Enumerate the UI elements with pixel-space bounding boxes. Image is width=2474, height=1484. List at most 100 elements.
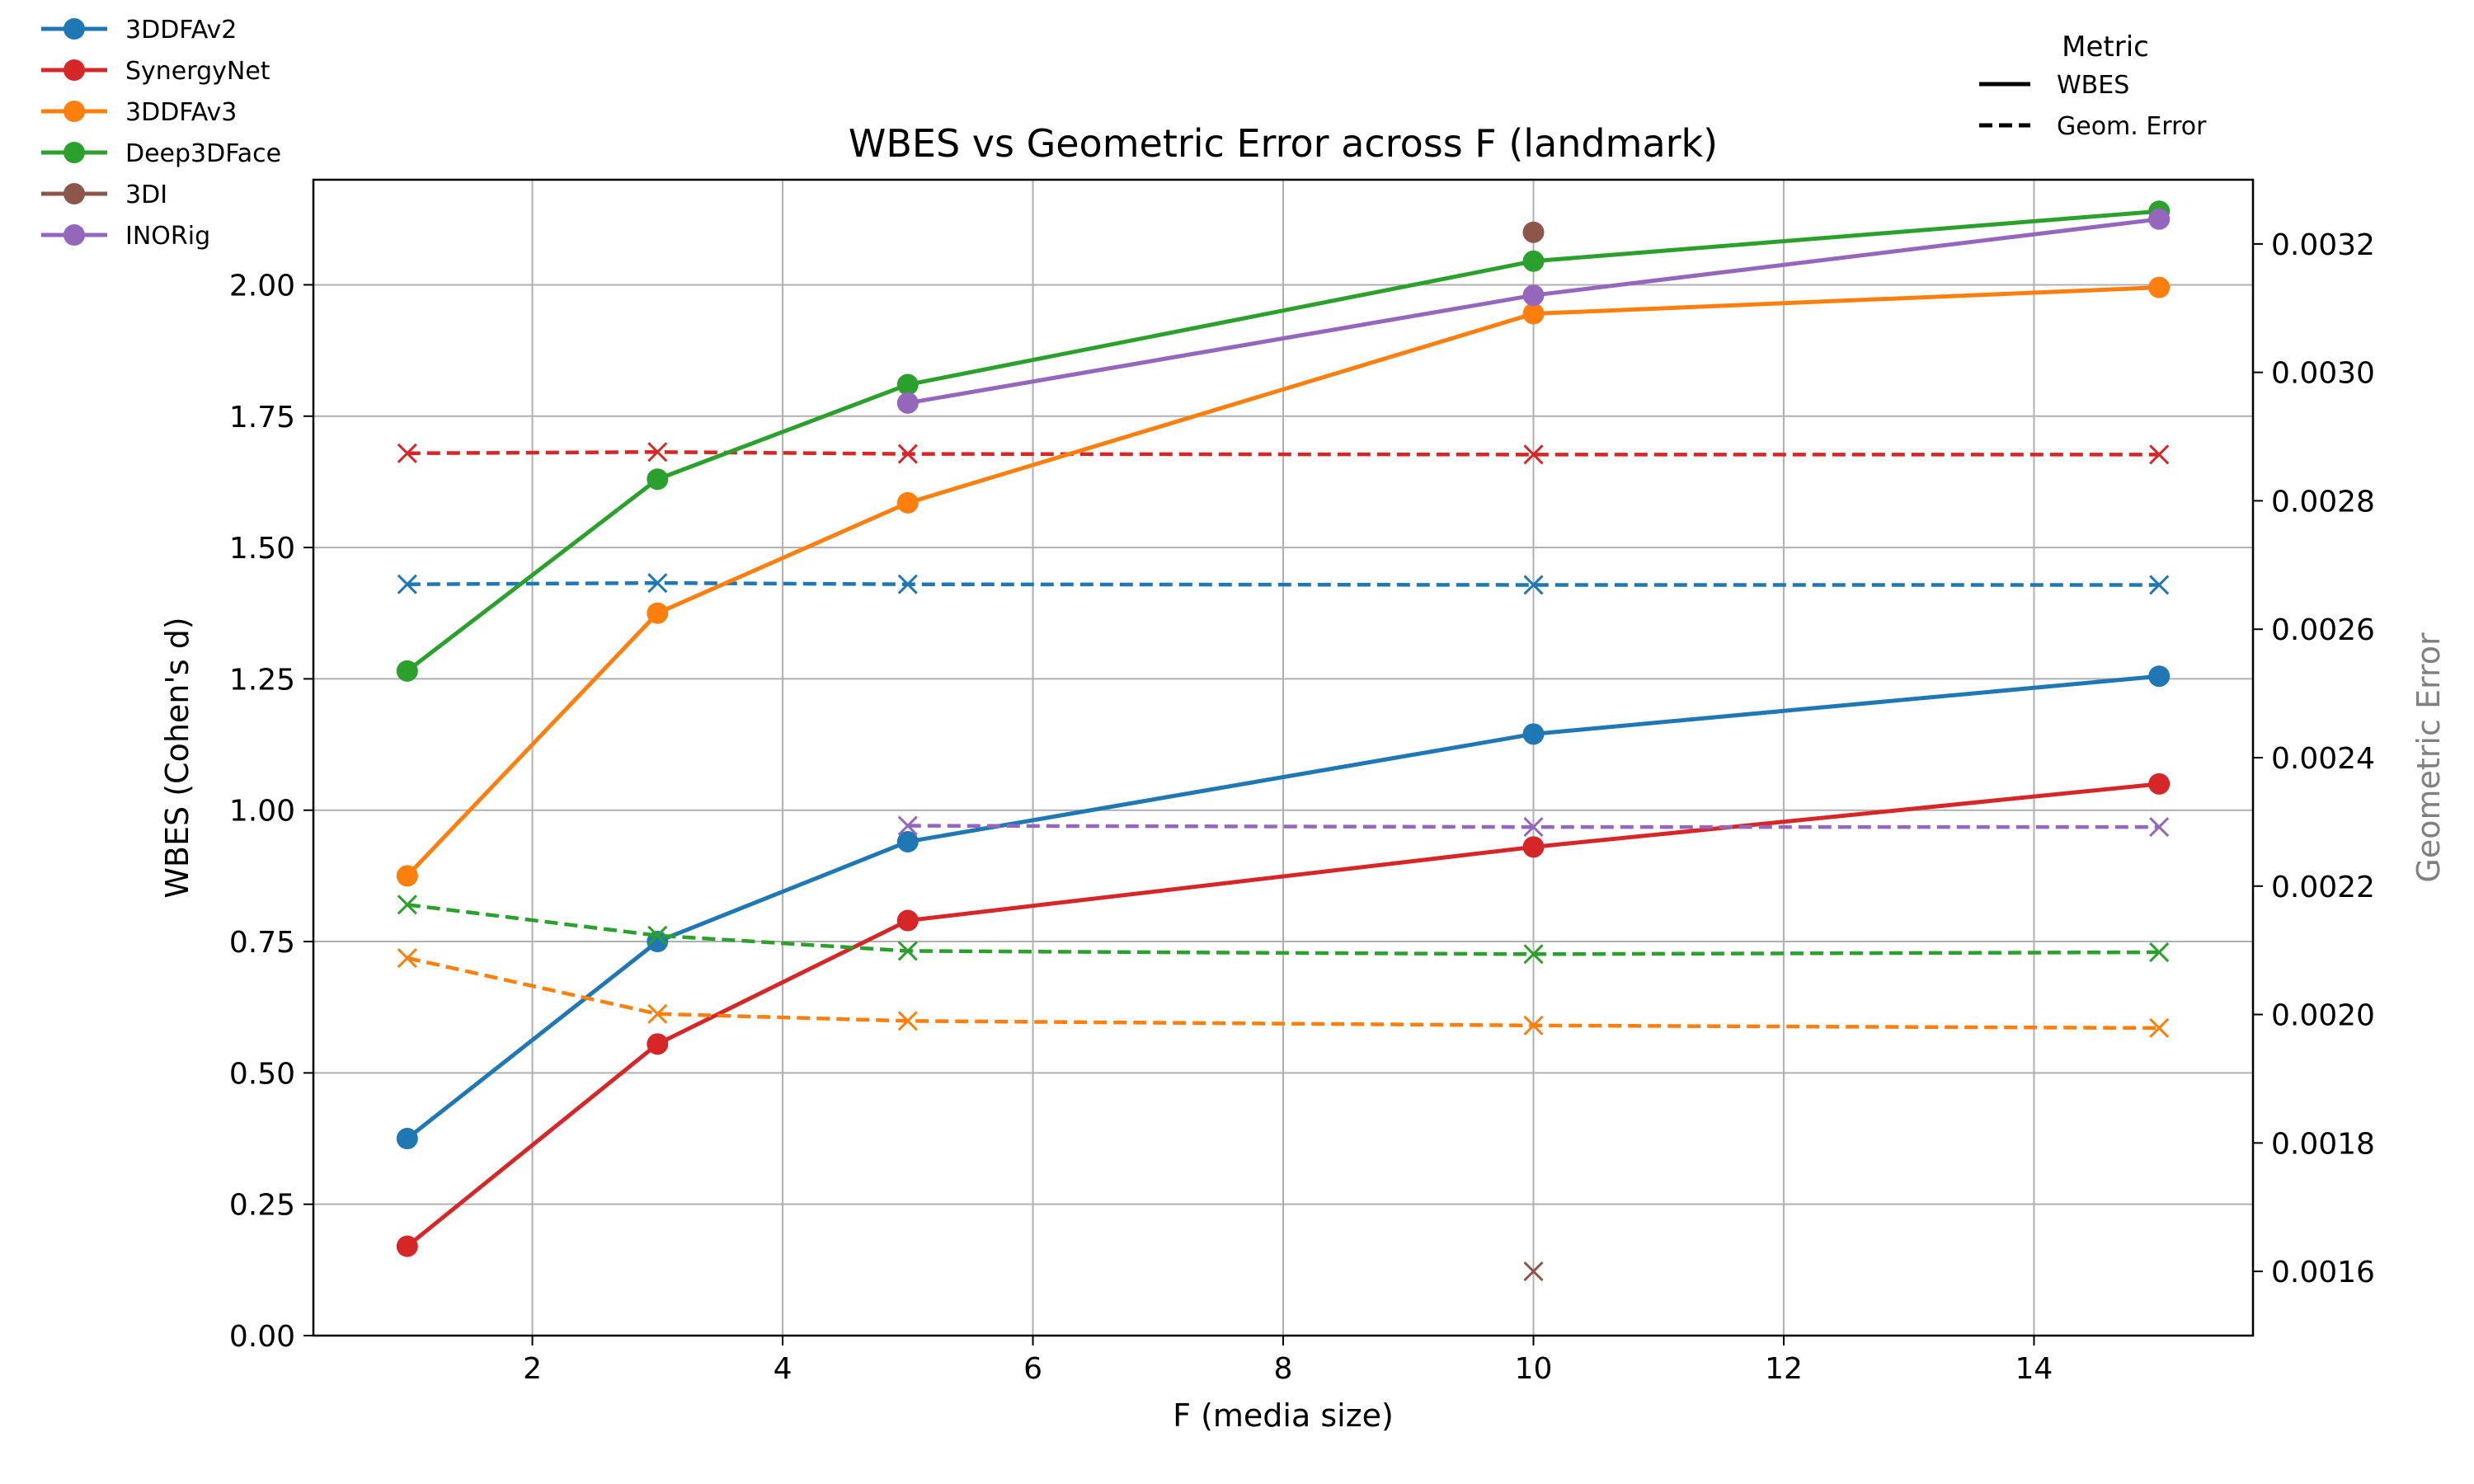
legend-label: 3DDFAv3 <box>125 98 237 127</box>
x-mark-stroke <box>2149 444 2170 465</box>
x-tick-label: 4 <box>774 1352 793 1386</box>
x-mark-stroke <box>2149 817 2170 838</box>
legend-marker <box>63 224 85 246</box>
geom-error-marker-3ddfav2 <box>1523 575 1544 595</box>
x-mark-stroke <box>897 941 918 961</box>
legend-item-3ddfav2: 3DDFAv2 <box>41 16 237 45</box>
wbes-point-deep3dface <box>896 373 919 396</box>
wbes-point-3ddfav3 <box>1522 303 1545 325</box>
metric-legend-label: Geom. Error <box>2057 112 2207 141</box>
y2-tick-label: 0.0016 <box>2271 1256 2375 1289</box>
series-3ddfav3 <box>396 276 2171 1038</box>
y2-tick-label: 0.0018 <box>2271 1127 2375 1161</box>
legend-marker <box>63 59 85 81</box>
legend-item-3ddfav3: 3DDFAv3 <box>41 98 237 127</box>
geom-error-marker-inorig <box>897 815 918 836</box>
series-inorig <box>896 208 2171 838</box>
geom-error-marker-3ddfav2 <box>647 573 668 594</box>
x-mark-stroke <box>1523 1015 1544 1036</box>
x-mark-stroke <box>1523 575 1544 595</box>
series-deep3dface <box>396 200 2171 965</box>
legend-item-deep3dface: Deep3DFace <box>41 139 281 168</box>
axes: 2 4 6 8 10 12 14 0.00 0.25 0.50 0.75 1.00 1.25 1.50 1.… <box>229 228 2375 1386</box>
geom-error-marker-3ddfav2 <box>2149 575 2170 595</box>
y2-tick-label: 0.0030 <box>2271 357 2375 391</box>
wbes-point-inorig <box>896 392 919 414</box>
y2-tick-label: 0.0026 <box>2271 613 2375 647</box>
wbes-point-inorig <box>1522 284 1545 307</box>
x-mark-stroke <box>897 444 918 464</box>
y-tick-label: 1.00 <box>229 795 295 829</box>
y2-tick-label: 0.0028 <box>2271 485 2375 519</box>
legend-label: 3DDFAv2 <box>125 16 237 45</box>
y-tick-label: 0.25 <box>229 1189 295 1223</box>
x-tick-label: 6 <box>1023 1352 1042 1386</box>
y-tick-label: 2.00 <box>229 269 295 303</box>
legend-label: Deep3DFace <box>125 139 281 168</box>
legend-item-inorig: INORig <box>41 222 210 251</box>
y-axis-label: WBES (Cohen's d) <box>159 617 195 898</box>
geom-error-marker-deep3dface <box>1523 944 1544 965</box>
wbes-point-synergynet <box>1522 836 1545 858</box>
y-tick-label: 0.75 <box>229 926 295 960</box>
wbes-point-3ddfav2 <box>896 830 919 852</box>
geom-error-marker-deep3dface <box>897 941 918 961</box>
x-mark-stroke <box>1523 944 1544 965</box>
x-tick-label: 14 <box>2015 1352 2053 1386</box>
wbes-point-3ddfav3 <box>896 491 919 514</box>
x-mark-stroke <box>897 1011 918 1031</box>
y-tick-label: 1.25 <box>229 663 295 697</box>
geom-error-marker-synergynet <box>647 442 668 463</box>
geom-error-marker-3ddfav3 <box>397 947 417 969</box>
x-mark-stroke <box>647 442 668 463</box>
legend-marker <box>63 101 85 122</box>
legend-item-3di: 3DI <box>41 181 167 209</box>
geom-error-marker-3ddfav3 <box>897 1011 918 1031</box>
wbes-point-inorig <box>2148 208 2171 230</box>
x-mark-stroke <box>397 574 417 594</box>
x-tick-label: 8 <box>1274 1352 1293 1386</box>
geom-error-marker-3ddfav3 <box>1523 1015 1544 1036</box>
legend-marker <box>63 183 85 204</box>
x-mark-stroke <box>1523 1261 1544 1282</box>
geom-error-marker-deep3dface <box>397 895 417 915</box>
y-tick-label: 1.75 <box>229 401 295 434</box>
metric-legend-title: Metric <box>2062 31 2149 63</box>
legend-marker <box>63 142 85 163</box>
geom-error-marker-synergynet <box>897 444 918 464</box>
wbes-point-deep3dface <box>1522 250 1545 272</box>
x-mark-stroke <box>1523 817 1544 838</box>
metric-legend-label: WBES <box>2057 71 2129 100</box>
legend-label: 3DI <box>125 181 167 209</box>
y-tick-label: 0.00 <box>229 1320 295 1354</box>
wbes-point-3ddfav3 <box>647 602 669 624</box>
geom-error-marker-3ddfav2 <box>397 574 417 594</box>
wbes-point-3ddfav3 <box>396 865 418 887</box>
x-mark-stroke <box>397 895 417 915</box>
grid <box>313 180 2253 1336</box>
geom-error-marker-synergynet <box>1523 444 1544 465</box>
legend-item-synergynet: SynergyNet <box>41 57 270 86</box>
series-3di <box>1522 221 1545 1282</box>
x-mark-stroke <box>897 815 918 836</box>
wbes-point-3ddfav3 <box>2148 276 2171 298</box>
x-mark-stroke <box>2149 575 2170 595</box>
x-mark-stroke <box>897 574 918 594</box>
geom-error-line-3ddfav2 <box>407 580 2160 587</box>
y2-tick-label: 0.0022 <box>2271 871 2375 904</box>
wbes-point-3ddfav2 <box>1522 723 1545 745</box>
y2-tick-label: 0.0024 <box>2271 742 2375 776</box>
x-mark-stroke <box>397 947 417 969</box>
plot-series <box>396 200 2171 1282</box>
wbes-point-synergynet <box>2148 773 2171 795</box>
wbes-point-deep3dface <box>647 468 669 491</box>
x-mark-stroke <box>2149 942 2170 963</box>
y2-tick-label: 0.0032 <box>2271 228 2375 262</box>
x-mark-stroke <box>1523 444 1544 465</box>
geom-error-marker-synergynet <box>2149 444 2170 465</box>
geom-error-marker-deep3dface <box>647 925 668 946</box>
geom-error-marker-3ddfav2 <box>897 574 918 594</box>
geom-error-marker-deep3dface <box>2149 942 2170 963</box>
